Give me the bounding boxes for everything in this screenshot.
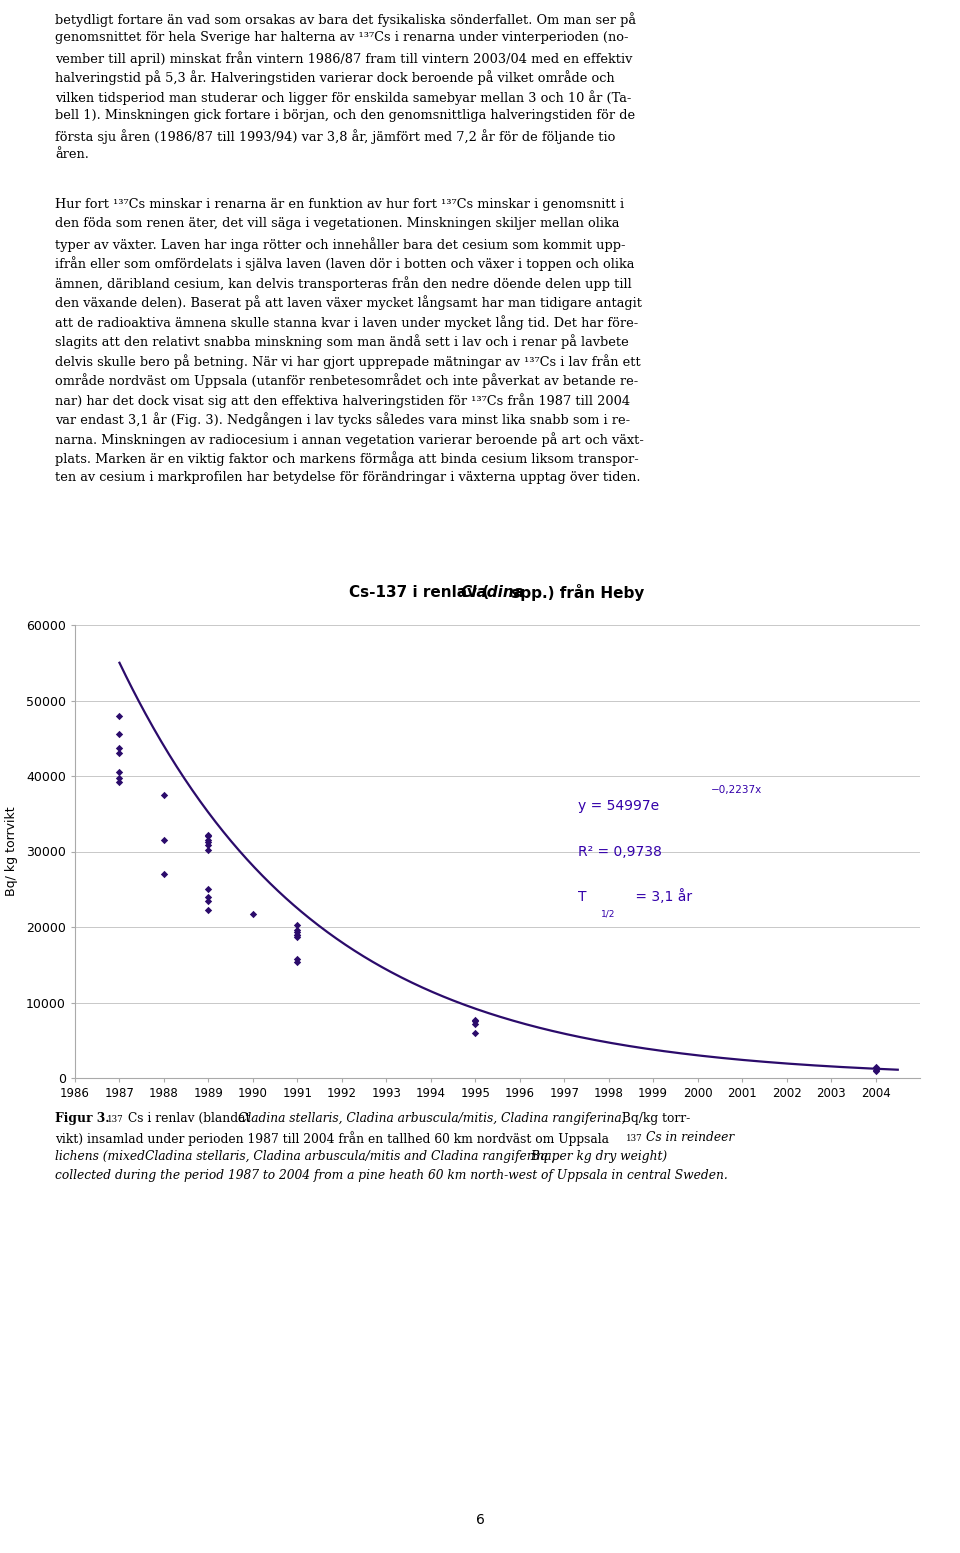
Text: Bq per kg dry weight): Bq per kg dry weight)	[527, 1151, 667, 1163]
Point	[868, 1059, 883, 1084]
Point	[111, 766, 127, 790]
Text: y = 54997e: y = 54997e	[578, 800, 659, 814]
Text: betydligt fortare än vad som orsakas av bara det fysikaliska sönderfallet. Om ma: betydligt fortare än vad som orsakas av …	[55, 12, 636, 26]
Text: 6: 6	[475, 1513, 485, 1527]
Text: collected during the period 1987 to 2004 from a pine heath 60 km north-west of U: collected during the period 1987 to 2004…	[55, 1169, 728, 1182]
Point	[111, 770, 127, 795]
Point	[201, 828, 216, 853]
Point	[156, 828, 172, 853]
Point	[290, 922, 305, 947]
Point	[201, 832, 216, 857]
Point	[201, 837, 216, 862]
Point	[201, 829, 216, 854]
Text: typer av växter. Laven har inga rötter och innehåller bara det cesium som kommit: typer av växter. Laven har inga rötter o…	[55, 238, 626, 252]
Text: den växande delen). Baserat på att laven växer mycket långsamt har man tidigare : den växande delen). Baserat på att laven…	[55, 295, 642, 311]
Point	[290, 919, 305, 944]
Point	[111, 736, 127, 761]
Text: −0,2237x: −0,2237x	[711, 786, 762, 795]
Text: bell 1). Minskningen gick fortare i början, och den genomsnittliga halveringstid: bell 1). Minskningen gick fortare i börj…	[55, 110, 636, 123]
Text: 1/2: 1/2	[601, 910, 615, 918]
Point	[290, 922, 305, 947]
Text: Cs in reindeer: Cs in reindeer	[646, 1131, 734, 1145]
Point	[868, 1058, 883, 1082]
Text: 137: 137	[107, 1115, 124, 1124]
Point	[290, 949, 305, 974]
Text: ämnen, däribland cesium, kan delvis transporteras från den nedre döende delen up: ämnen, däribland cesium, kan delvis tran…	[55, 276, 632, 290]
Text: lichens (mixed: lichens (mixed	[55, 1151, 149, 1163]
Text: 137: 137	[626, 1134, 643, 1143]
Point	[245, 902, 260, 927]
Text: slagits att den relativt snabba minskning som man ändå sett i lav och i renar på: slagits att den relativt snabba minsknin…	[55, 334, 629, 349]
Point	[290, 946, 305, 971]
Text: nar) har det dock visat sig att den effektiva halveringstiden för ¹³⁷Cs från 198: nar) har det dock visat sig att den effe…	[55, 393, 630, 408]
Point	[868, 1054, 883, 1079]
Point	[111, 759, 127, 784]
Point	[201, 898, 216, 922]
Point	[290, 918, 305, 943]
Text: T: T	[578, 890, 587, 904]
Text: Cladina stellaris, Cladina arbuscula/mitis, Cladina rangiferina,: Cladina stellaris, Cladina arbuscula/mit…	[238, 1112, 626, 1124]
Text: halveringstid på 5,3 år. Halveringstiden varierar dock beroende på vilket område: halveringstid på 5,3 år. Halveringstiden…	[55, 70, 614, 85]
Text: narna. Minskningen av radiocesium i annan vegetation varierar beroende på art oc: narna. Minskningen av radiocesium i anna…	[55, 432, 644, 447]
Text: Hur fort ¹³⁷Cs minskar i renarna är en funktion av hur fort ¹³⁷Cs minskar i geno: Hur fort ¹³⁷Cs minskar i renarna är en f…	[55, 197, 624, 211]
Text: ifrån eller som omfördelats i själva laven (laven dör i botten och växer i toppe: ifrån eller som omfördelats i själva lav…	[55, 256, 635, 272]
Point	[111, 704, 127, 728]
Text: plats. Marken är en viktig faktor och markens förmåga att binda cesium liksom tr: plats. Marken är en viktig faktor och ma…	[55, 452, 638, 466]
Point	[290, 924, 305, 949]
Point	[468, 1020, 483, 1045]
Point	[201, 825, 216, 849]
Text: att de radioaktiva ämnena skulle stanna kvar i laven under mycket lång tid. Det : att de radioaktiva ämnena skulle stanna …	[55, 315, 638, 329]
Point	[468, 1009, 483, 1034]
Y-axis label: Bq/ kg torrvikt: Bq/ kg torrvikt	[5, 806, 17, 896]
Point	[468, 1011, 483, 1036]
Text: ten av cesium i markprofilen har betydelse för förändringar i växterna upptag öv: ten av cesium i markprofilen har betydel…	[55, 471, 640, 485]
Text: den föda som renen äter, det vill säga i vegetationen. Minskningen skiljer mella: den föda som renen äter, det vill säga i…	[55, 217, 619, 230]
Point	[468, 1008, 483, 1033]
Text: vilken tidsperiod man studerar och ligger för enskilda samebyar mellan 3 och 10 : vilken tidsperiod man studerar och ligge…	[55, 90, 632, 106]
Point	[201, 823, 216, 848]
Text: Cladina stellaris, Cladina arbuscula/mitis and Cladina rangiferina,: Cladina stellaris, Cladina arbuscula/mit…	[145, 1151, 556, 1163]
Text: Bq/kg torr-: Bq/kg torr-	[617, 1112, 690, 1124]
Text: Cladina: Cladina	[461, 585, 524, 601]
Point	[111, 741, 127, 766]
Text: spp.) från Heby: spp.) från Heby	[506, 584, 644, 601]
Point	[156, 862, 172, 887]
Text: R² = 0,9738: R² = 0,9738	[578, 845, 661, 859]
Text: genomsnittet för hela Sverige har halterna av ¹³⁷Cs i renarna under vinterperiod: genomsnittet för hela Sverige har halter…	[55, 31, 629, 45]
Text: område nordväst om Uppsala (utanför renbetesområdet och inte påverkat av betande: område nordväst om Uppsala (utanför renb…	[55, 374, 638, 388]
Point	[201, 877, 216, 902]
Text: vikt) insamlad under perioden 1987 till 2004 från en tallhed 60 km nordväst om U: vikt) insamlad under perioden 1987 till …	[55, 1131, 612, 1146]
Point	[201, 888, 216, 913]
Text: Cs-137 i renlav (: Cs-137 i renlav (	[349, 585, 490, 601]
Text: Figur 3.: Figur 3.	[55, 1112, 109, 1124]
Text: åren.: åren.	[55, 149, 89, 162]
Text: = 3,1 år: = 3,1 år	[631, 890, 692, 904]
Text: var endast 3,1 år (Fig. 3). Nedgången i lav tycks således vara minst lika snabb : var endast 3,1 år (Fig. 3). Nedgången i …	[55, 413, 630, 427]
Text: vember till april) minskat från vintern 1986/87 fram till vintern 2003/04 med en: vember till april) minskat från vintern …	[55, 51, 633, 65]
Point	[156, 783, 172, 808]
Text: delvis skulle bero på betning. När vi har gjort upprepade mätningar av ¹³⁷Cs i l: delvis skulle bero på betning. När vi ha…	[55, 354, 640, 370]
Text: första sju åren (1986/87 till 1993/94) var 3,8 år, jämfört med 7,2 år för de föl: första sju åren (1986/87 till 1993/94) v…	[55, 129, 615, 144]
Point	[201, 884, 216, 909]
Point	[290, 913, 305, 938]
Point	[111, 722, 127, 747]
Text: Cs i renlav (blandat: Cs i renlav (blandat	[128, 1112, 254, 1124]
